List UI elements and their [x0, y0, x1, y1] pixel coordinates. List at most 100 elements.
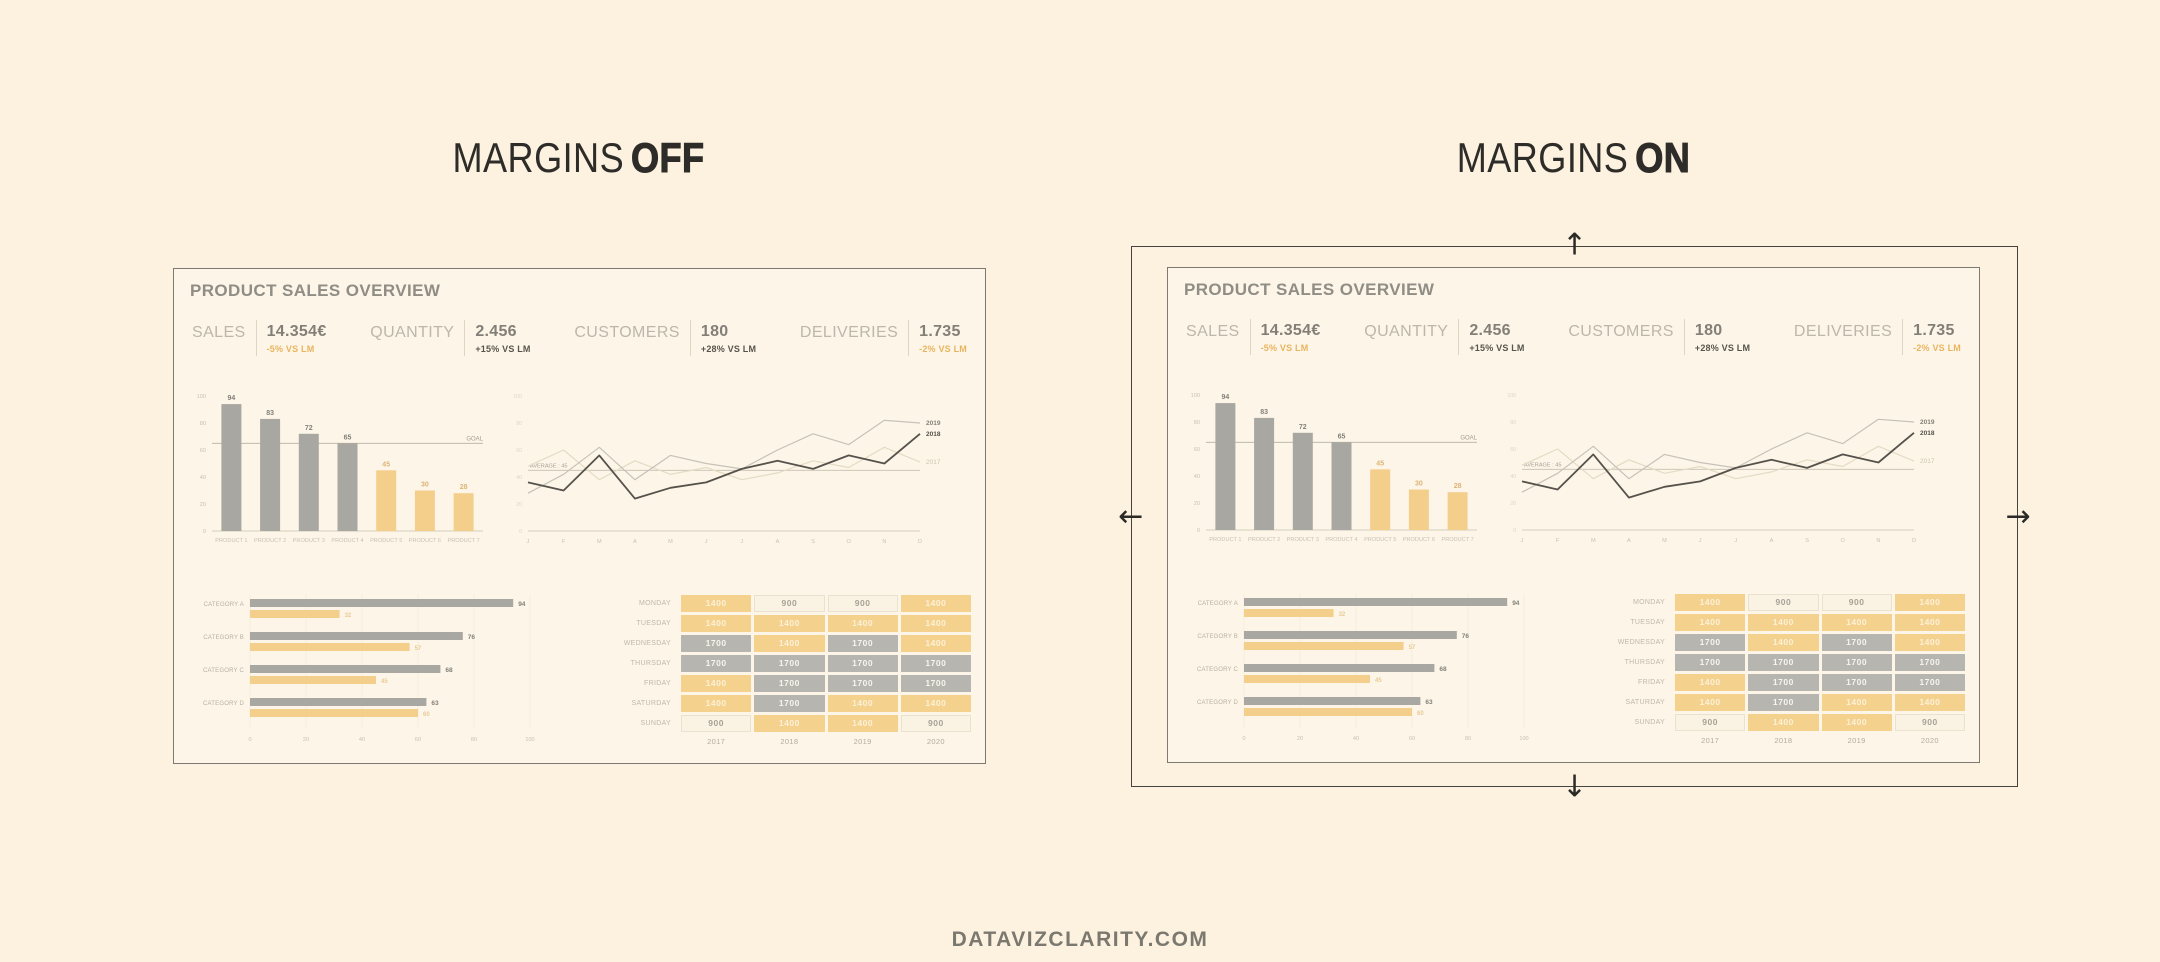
svg-text:J: J [740, 539, 743, 545]
kpi-change: -2% VS LM [919, 344, 967, 354]
svg-text:PRODUCT 6: PRODUCT 6 [409, 538, 441, 544]
svg-text:100: 100 [525, 737, 534, 743]
svg-text:40: 40 [1194, 474, 1200, 480]
svg-text:100: 100 [197, 394, 206, 400]
svg-text:20: 20 [516, 502, 522, 508]
average-line: AVERAGE : 45 [528, 463, 920, 471]
y-axis: 0 20 40 60 80 100 [1191, 393, 1200, 534]
svg-text:60: 60 [516, 448, 522, 454]
table-cell: 1400 [754, 715, 825, 732]
svg-text:45: 45 [1375, 678, 1382, 684]
svg-text:0: 0 [1242, 736, 1245, 742]
table-cell: 1700 [1821, 634, 1892, 651]
series-2018 [1521, 432, 1915, 499]
kpi-deliveries: DELIVERIES 1.735 -2% VS LM [800, 317, 967, 371]
product-bar-chart: 0 20 40 60 80 100 GOAL 94 PRODUCT 1 83 PRODUCT 2 72… [1191, 393, 1478, 543]
table-cell: 1700 [827, 675, 898, 692]
svg-text:0: 0 [1513, 528, 1516, 534]
svg-text:PRODUCT 7: PRODUCT 7 [1441, 537, 1473, 543]
table-cell: 1400 [1894, 614, 1965, 631]
dashboard-margins-on: PRODUCT SALES OVERVIEW SALES 14.354€ -5% VS… [1167, 267, 1980, 763]
svg-text:PRODUCT 1: PRODUCT 1 [215, 538, 247, 544]
svg-text:65: 65 [1338, 433, 1346, 440]
series-label-2019: 2019 [926, 420, 941, 427]
margin-arrow-right-icon: → [2005, 498, 2031, 534]
svg-text:100: 100 [1519, 736, 1528, 742]
kpi-divider [1249, 319, 1251, 355]
svg-text:PRODUCT 4: PRODUCT 4 [331, 538, 363, 544]
svg-text:A: A [1770, 538, 1774, 544]
kpi-divider [255, 320, 257, 356]
table-year-label: 2017 [707, 737, 726, 746]
svg-text:PRODUCT 3: PRODUCT 3 [1287, 537, 1319, 543]
svg-text:O: O [1841, 538, 1846, 544]
kpi-deliveries: DELIVERIES 1.735 -2% VS LM [1794, 316, 1961, 370]
svg-text:32: 32 [345, 613, 352, 619]
svg-text:65: 65 [344, 434, 352, 441]
bar [221, 404, 242, 531]
heading-on-word: ON [1635, 133, 1691, 181]
kpi-change: +28% VS LM [1694, 343, 1751, 353]
table-cell: 1400 [827, 615, 898, 632]
svg-text:94: 94 [1222, 394, 1230, 401]
kpi-quantity: QUANTITY 2.456 +15% VS LM [370, 317, 530, 371]
kpi-label: CUSTOMERS [1568, 323, 1674, 340]
table-cell: 1700 [1821, 674, 1892, 691]
average-line: AVERAGE : 45 [1522, 462, 1914, 470]
table-row-label: MONDAY [638, 600, 671, 607]
dashboard-margins-off: PRODUCT SALES OVERVIEW SALES 14.354€ -5% VS… [173, 268, 986, 764]
table-row-label: WEDNESDAY [1617, 639, 1665, 646]
svg-text:100: 100 [513, 394, 522, 400]
table-row-label: WEDNESDAY [623, 640, 671, 647]
svg-text:80: 80 [471, 737, 477, 743]
svg-text:N: N [882, 539, 886, 545]
category-bar-chart: CATEGORY A 94 32 CATEGORY B 76 57 CATEGORY C 68… [203, 595, 535, 743]
kpi-value: 2.456 [1469, 322, 1511, 339]
kpi-divider [908, 320, 910, 356]
svg-text:0: 0 [519, 529, 522, 535]
table-cell: 900 [754, 595, 825, 612]
table-row-label: THURSDAY [1624, 659, 1665, 666]
category-label: CATEGORY B [203, 635, 244, 641]
kpi-sales: SALES 14.354€ -5% VS LM [1186, 316, 1321, 370]
svg-text:40: 40 [516, 475, 522, 481]
svg-text:J: J [527, 539, 530, 545]
kpi-divider [1683, 319, 1685, 355]
heading-margins-off: MARGINS OFF [230, 133, 927, 182]
kpi-change: -2% VS LM [1913, 343, 1961, 353]
table-cell: 1700 [827, 655, 898, 672]
heading-margins-word: MARGINS [1456, 134, 1629, 181]
table-corner [594, 735, 678, 749]
svg-text:40: 40 [359, 737, 365, 743]
table-row-label: THURSDAY [630, 660, 671, 667]
table-cell: 1400 [1821, 714, 1892, 731]
table-cell: 1400 [1675, 694, 1746, 711]
svg-text:S: S [811, 539, 815, 545]
table-cell: 1700 [1675, 654, 1746, 671]
kpi-divider [1458, 319, 1460, 355]
svg-text:100: 100 [1507, 393, 1516, 399]
table-cell: 1700 [1675, 634, 1746, 651]
svg-text:60: 60 [1409, 736, 1415, 742]
svg-text:PRODUCT 1: PRODUCT 1 [1209, 537, 1241, 543]
bars: 94 PRODUCT 1 83 PRODUCT 2 72 PRODUCT 3 65 PRODU… [215, 395, 479, 544]
kpi-value: 180 [700, 323, 729, 340]
svg-text:PRODUCT 2: PRODUCT 2 [1248, 537, 1280, 543]
svg-text:57: 57 [415, 646, 422, 652]
heading-margins-word: MARGINS [452, 134, 625, 181]
margin-arrow-left-icon: ← [1118, 498, 1144, 534]
svg-text:PRODUCT 4: PRODUCT 4 [1325, 537, 1357, 543]
svg-text:O: O [847, 539, 852, 545]
svg-text:94: 94 [1512, 600, 1520, 607]
svg-text:32: 32 [1339, 612, 1346, 618]
svg-text:30: 30 [421, 482, 429, 489]
bar [414, 490, 435, 531]
svg-text:76: 76 [468, 634, 476, 641]
table-row-label: SATURDAY [1625, 699, 1665, 706]
table-cell: 900 [1748, 594, 1819, 611]
table-year-label: 2018 [1774, 736, 1793, 745]
table-cell: 1400 [1894, 694, 1965, 711]
table-cell: 1400 [1675, 614, 1746, 631]
weekday-year-table: MONDAY 1400 900 900 1400 TUESDAY 1400 1400 1400 1… [594, 595, 971, 749]
